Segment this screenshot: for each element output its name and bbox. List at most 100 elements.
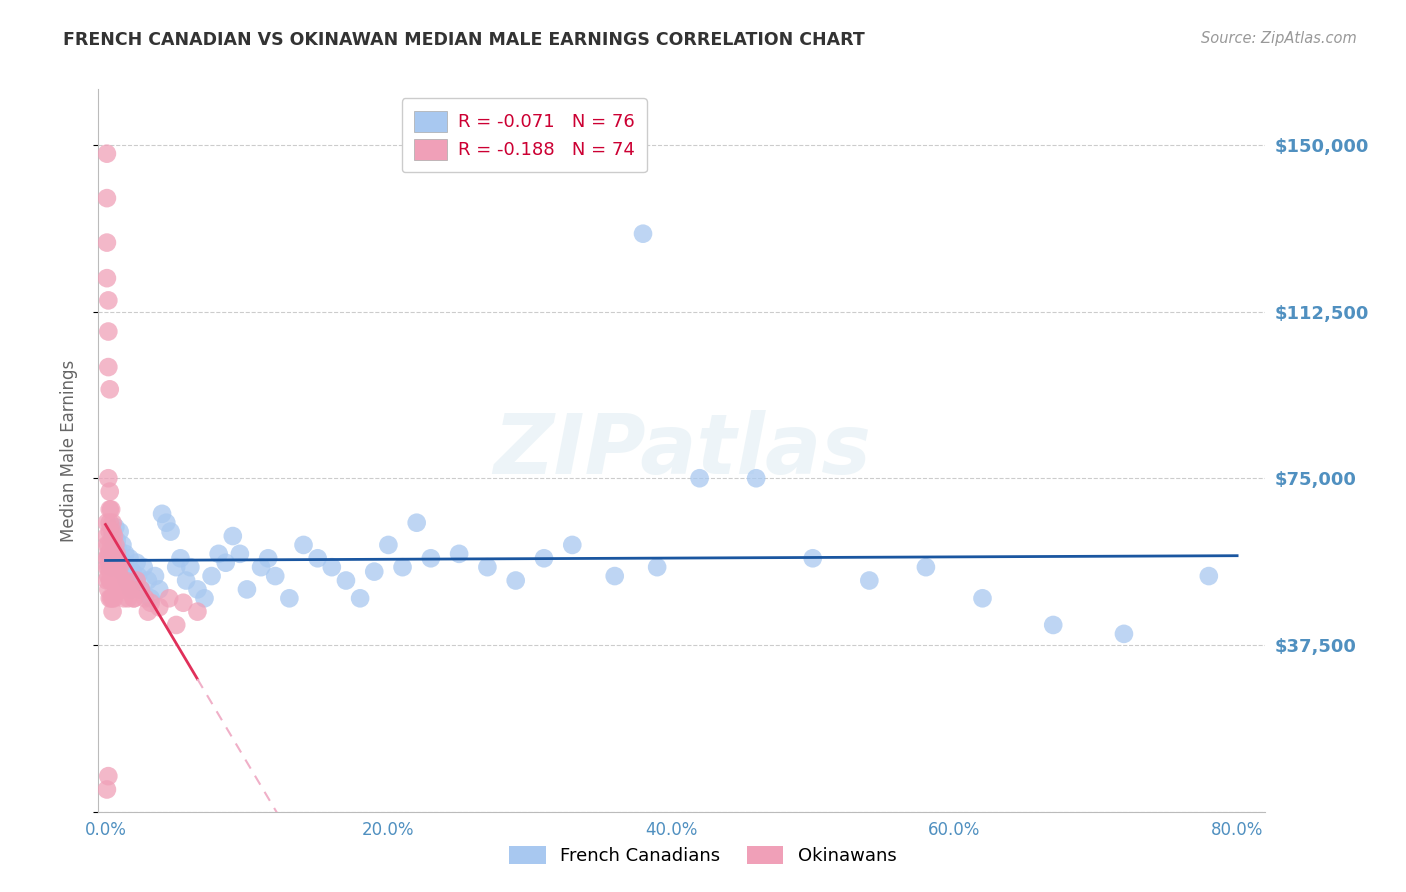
Point <box>98 382 121 396</box>
Point <box>97 569 120 583</box>
Point <box>377 538 399 552</box>
Point <box>108 569 131 583</box>
Point <box>335 574 357 588</box>
Point <box>104 538 127 552</box>
Point <box>689 471 711 485</box>
Point <box>150 507 173 521</box>
Point <box>112 591 135 606</box>
Point <box>363 565 385 579</box>
Point <box>419 551 441 566</box>
Point <box>101 574 124 588</box>
Point <box>111 582 134 597</box>
Point <box>208 547 231 561</box>
Point <box>1198 569 1220 583</box>
Point <box>122 591 145 606</box>
Text: ZIPatlas: ZIPatlas <box>494 410 870 491</box>
Point <box>561 538 583 552</box>
Point <box>103 529 125 543</box>
Point <box>97 293 120 308</box>
Point <box>98 502 121 516</box>
Point <box>169 551 191 566</box>
Point <box>103 560 125 574</box>
Point <box>129 582 152 597</box>
Point <box>111 538 134 552</box>
Point <box>125 574 148 588</box>
Point <box>159 524 181 539</box>
Point <box>96 191 118 205</box>
Point <box>100 560 122 574</box>
Point <box>98 547 121 561</box>
Point <box>449 547 471 561</box>
Point <box>101 551 124 566</box>
Point <box>108 582 131 597</box>
Point <box>98 484 121 499</box>
Point <box>264 569 287 583</box>
Point <box>186 605 208 619</box>
Point <box>165 618 187 632</box>
Point <box>97 560 120 574</box>
Point <box>1042 618 1064 632</box>
Point <box>801 551 824 566</box>
Point <box>97 551 120 566</box>
Point <box>222 529 245 543</box>
Point <box>236 582 259 597</box>
Point <box>200 569 222 583</box>
Point <box>120 582 142 597</box>
Point <box>105 569 128 583</box>
Point <box>103 574 125 588</box>
Point <box>108 560 131 574</box>
Point <box>1112 627 1135 641</box>
Point <box>97 471 120 485</box>
Point <box>100 574 122 588</box>
Point <box>139 596 162 610</box>
Point <box>307 551 329 566</box>
Point <box>349 591 371 606</box>
Point <box>101 516 124 530</box>
Point <box>100 502 122 516</box>
Point <box>100 538 122 552</box>
Point <box>972 591 994 606</box>
Text: Source: ZipAtlas.com: Source: ZipAtlas.com <box>1201 31 1357 46</box>
Point <box>96 235 118 250</box>
Point <box>97 769 120 783</box>
Point <box>122 574 145 588</box>
Point <box>108 524 131 539</box>
Point <box>257 551 280 566</box>
Point <box>533 551 555 566</box>
Point <box>125 556 148 570</box>
Point <box>229 547 252 561</box>
Point <box>104 574 127 588</box>
Point <box>100 591 122 606</box>
Point <box>105 547 128 561</box>
Point <box>101 529 124 543</box>
Point <box>101 524 124 539</box>
Point <box>136 605 159 619</box>
Point <box>96 782 118 797</box>
Point <box>477 560 499 574</box>
Point <box>104 551 127 566</box>
Point <box>98 560 121 574</box>
Point <box>505 574 527 588</box>
Point <box>96 574 118 588</box>
Point <box>278 591 301 606</box>
Point <box>107 560 129 574</box>
Point <box>101 605 124 619</box>
Point <box>321 560 343 574</box>
Point <box>96 271 118 285</box>
Point <box>96 516 118 530</box>
Point <box>134 591 156 606</box>
Point <box>96 560 118 574</box>
Point <box>97 325 120 339</box>
Point <box>115 574 138 588</box>
Point <box>148 582 170 597</box>
Point <box>101 591 124 606</box>
Point <box>603 569 626 583</box>
Point <box>645 560 668 574</box>
Point <box>105 556 128 570</box>
Point <box>292 538 315 552</box>
Point <box>115 582 138 597</box>
Point <box>103 538 125 552</box>
Point <box>104 551 127 566</box>
Point <box>172 596 194 610</box>
Point <box>118 551 141 566</box>
